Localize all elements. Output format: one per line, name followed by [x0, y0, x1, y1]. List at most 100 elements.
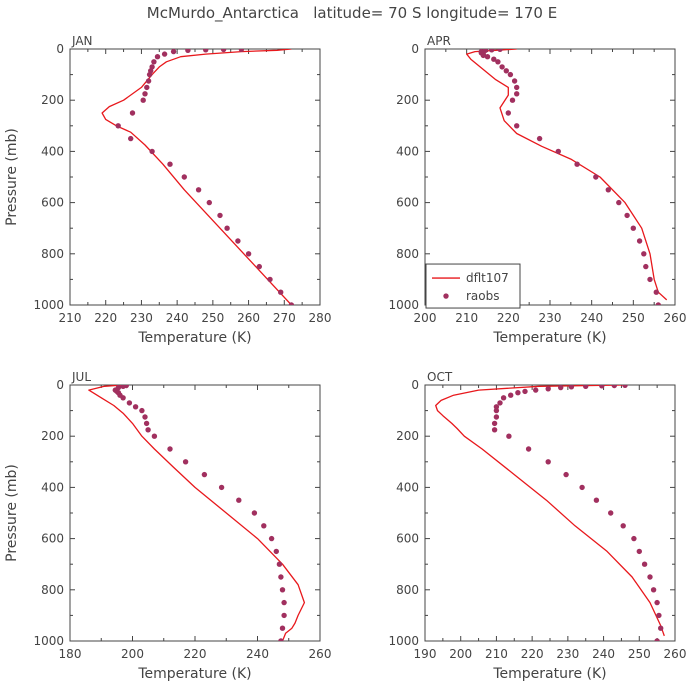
- x-axis-label: Temperature (K): [137, 666, 251, 682]
- raob-point: [482, 49, 489, 53]
- raob-point: [281, 599, 287, 606]
- raob-point: [185, 49, 191, 53]
- raob-point: [220, 49, 227, 53]
- raob-point: [620, 523, 626, 529]
- raob-point: [235, 238, 241, 244]
- raob-point: [647, 574, 653, 580]
- plot-data: [88, 385, 306, 641]
- x-tick-label: 220: [497, 311, 520, 325]
- x-tick-label: 200: [121, 647, 144, 661]
- raob-point: [583, 385, 589, 389]
- panel-apr: 200 210 220 230 240 250 260 0 200 400 600 800 1000 AP…: [388, 34, 686, 346]
- raob-point: [568, 385, 575, 390]
- y-axis-label: Pressure (mb): [4, 464, 20, 562]
- y-tick-label: 1000: [388, 634, 419, 648]
- raob-point: [144, 84, 150, 91]
- raob-point: [579, 484, 585, 491]
- x-tick-label: 200: [449, 647, 472, 661]
- y-tick-label: 200: [41, 429, 64, 443]
- model-profile-line: [88, 385, 306, 641]
- raob-point: [273, 548, 279, 555]
- x-tick-label: 190: [414, 647, 437, 661]
- raob-point: [478, 49, 484, 55]
- raob-point: [142, 91, 148, 97]
- raob-point: [181, 174, 187, 180]
- panel-label: OCT: [427, 370, 453, 384]
- raob-point: [525, 446, 532, 452]
- y-tick-label: 1000: [33, 634, 64, 648]
- raob-point: [545, 386, 551, 392]
- raob-point: [140, 97, 146, 103]
- raob-point: [268, 535, 275, 542]
- y-tick-label: 800: [396, 247, 419, 261]
- raob-point: [128, 135, 134, 142]
- raob-point: [201, 471, 208, 478]
- raob-point: [643, 263, 649, 270]
- panel-label: JAN: [71, 34, 93, 48]
- raob-point: [167, 446, 173, 452]
- y-tick-label: 0: [411, 42, 419, 56]
- raob-point: [495, 59, 501, 65]
- y-tick-label: 0: [56, 42, 64, 56]
- x-tick-label: 180: [59, 647, 82, 661]
- legend-label-raobs: raobs: [466, 289, 500, 303]
- raob-point: [126, 400, 133, 406]
- raob-point: [143, 420, 150, 427]
- y-tick-label: 1000: [388, 298, 419, 312]
- raob-point: [489, 49, 495, 53]
- raob-point: [123, 385, 129, 389]
- raob-point: [167, 161, 173, 167]
- raob-point: [522, 388, 528, 395]
- raob-point: [170, 49, 177, 55]
- raob-point: [536, 135, 543, 142]
- x-tick-label: 210: [485, 647, 508, 661]
- y-tick-label: 400: [41, 144, 64, 158]
- x-tick-label: 240: [580, 311, 603, 325]
- x-tick-label: 260: [664, 647, 687, 661]
- panel-label: JUL: [71, 370, 91, 384]
- raob-point: [132, 404, 139, 410]
- plot-data: [466, 49, 668, 305]
- raob-point: [514, 91, 520, 97]
- raob-point: [278, 289, 284, 295]
- plot-data: [435, 385, 665, 641]
- y-axis-label: Pressure (mb): [4, 128, 20, 226]
- raob-point: [149, 148, 155, 155]
- raob-point: [278, 574, 284, 580]
- raob-point: [224, 225, 230, 231]
- x-tick-label: 250: [622, 311, 645, 325]
- raob-point: [593, 497, 600, 503]
- x-tick-label: 280: [309, 311, 332, 325]
- raob-point: [497, 400, 503, 406]
- raob-point: [608, 510, 614, 516]
- x-axis-label: Temperature (K): [137, 330, 251, 346]
- raob-point: [647, 276, 653, 283]
- model-profile-line: [435, 385, 665, 637]
- raob-point: [151, 59, 157, 65]
- panel-jan: 210 220 230 240 250 260 270 280 0 200 400 600 800 100…: [4, 34, 331, 346]
- raob-point: [555, 148, 561, 155]
- raob-point: [616, 199, 622, 206]
- raob-point: [278, 638, 284, 641]
- panels: 210 220 230 240 250 260 270 280 0 200 400 600 800 100…: [4, 34, 686, 682]
- raob-point: [245, 251, 252, 257]
- raob-point: [511, 78, 518, 84]
- panel-jul: 180 200 220 240 260 0 200 400 600 800 1000 JUL Tempe…: [4, 370, 331, 682]
- raob-point: [217, 212, 223, 219]
- raob-point: [182, 459, 189, 465]
- raob-point: [267, 276, 273, 283]
- raob-point: [636, 238, 643, 244]
- raob-point: [514, 84, 520, 91]
- raob-point: [515, 390, 521, 396]
- panel-label: APR: [427, 34, 451, 48]
- model-profile-line: [101, 49, 292, 305]
- raob-point: [493, 404, 500, 410]
- raob-point: [506, 433, 512, 439]
- y-tick-label: 800: [41, 247, 64, 261]
- y-tick-label: 200: [41, 93, 64, 107]
- raob-point: [281, 612, 287, 619]
- raob-point: [641, 251, 647, 257]
- y-tick-label: 0: [56, 378, 64, 392]
- raob-point: [611, 385, 617, 389]
- raob-point: [115, 123, 121, 129]
